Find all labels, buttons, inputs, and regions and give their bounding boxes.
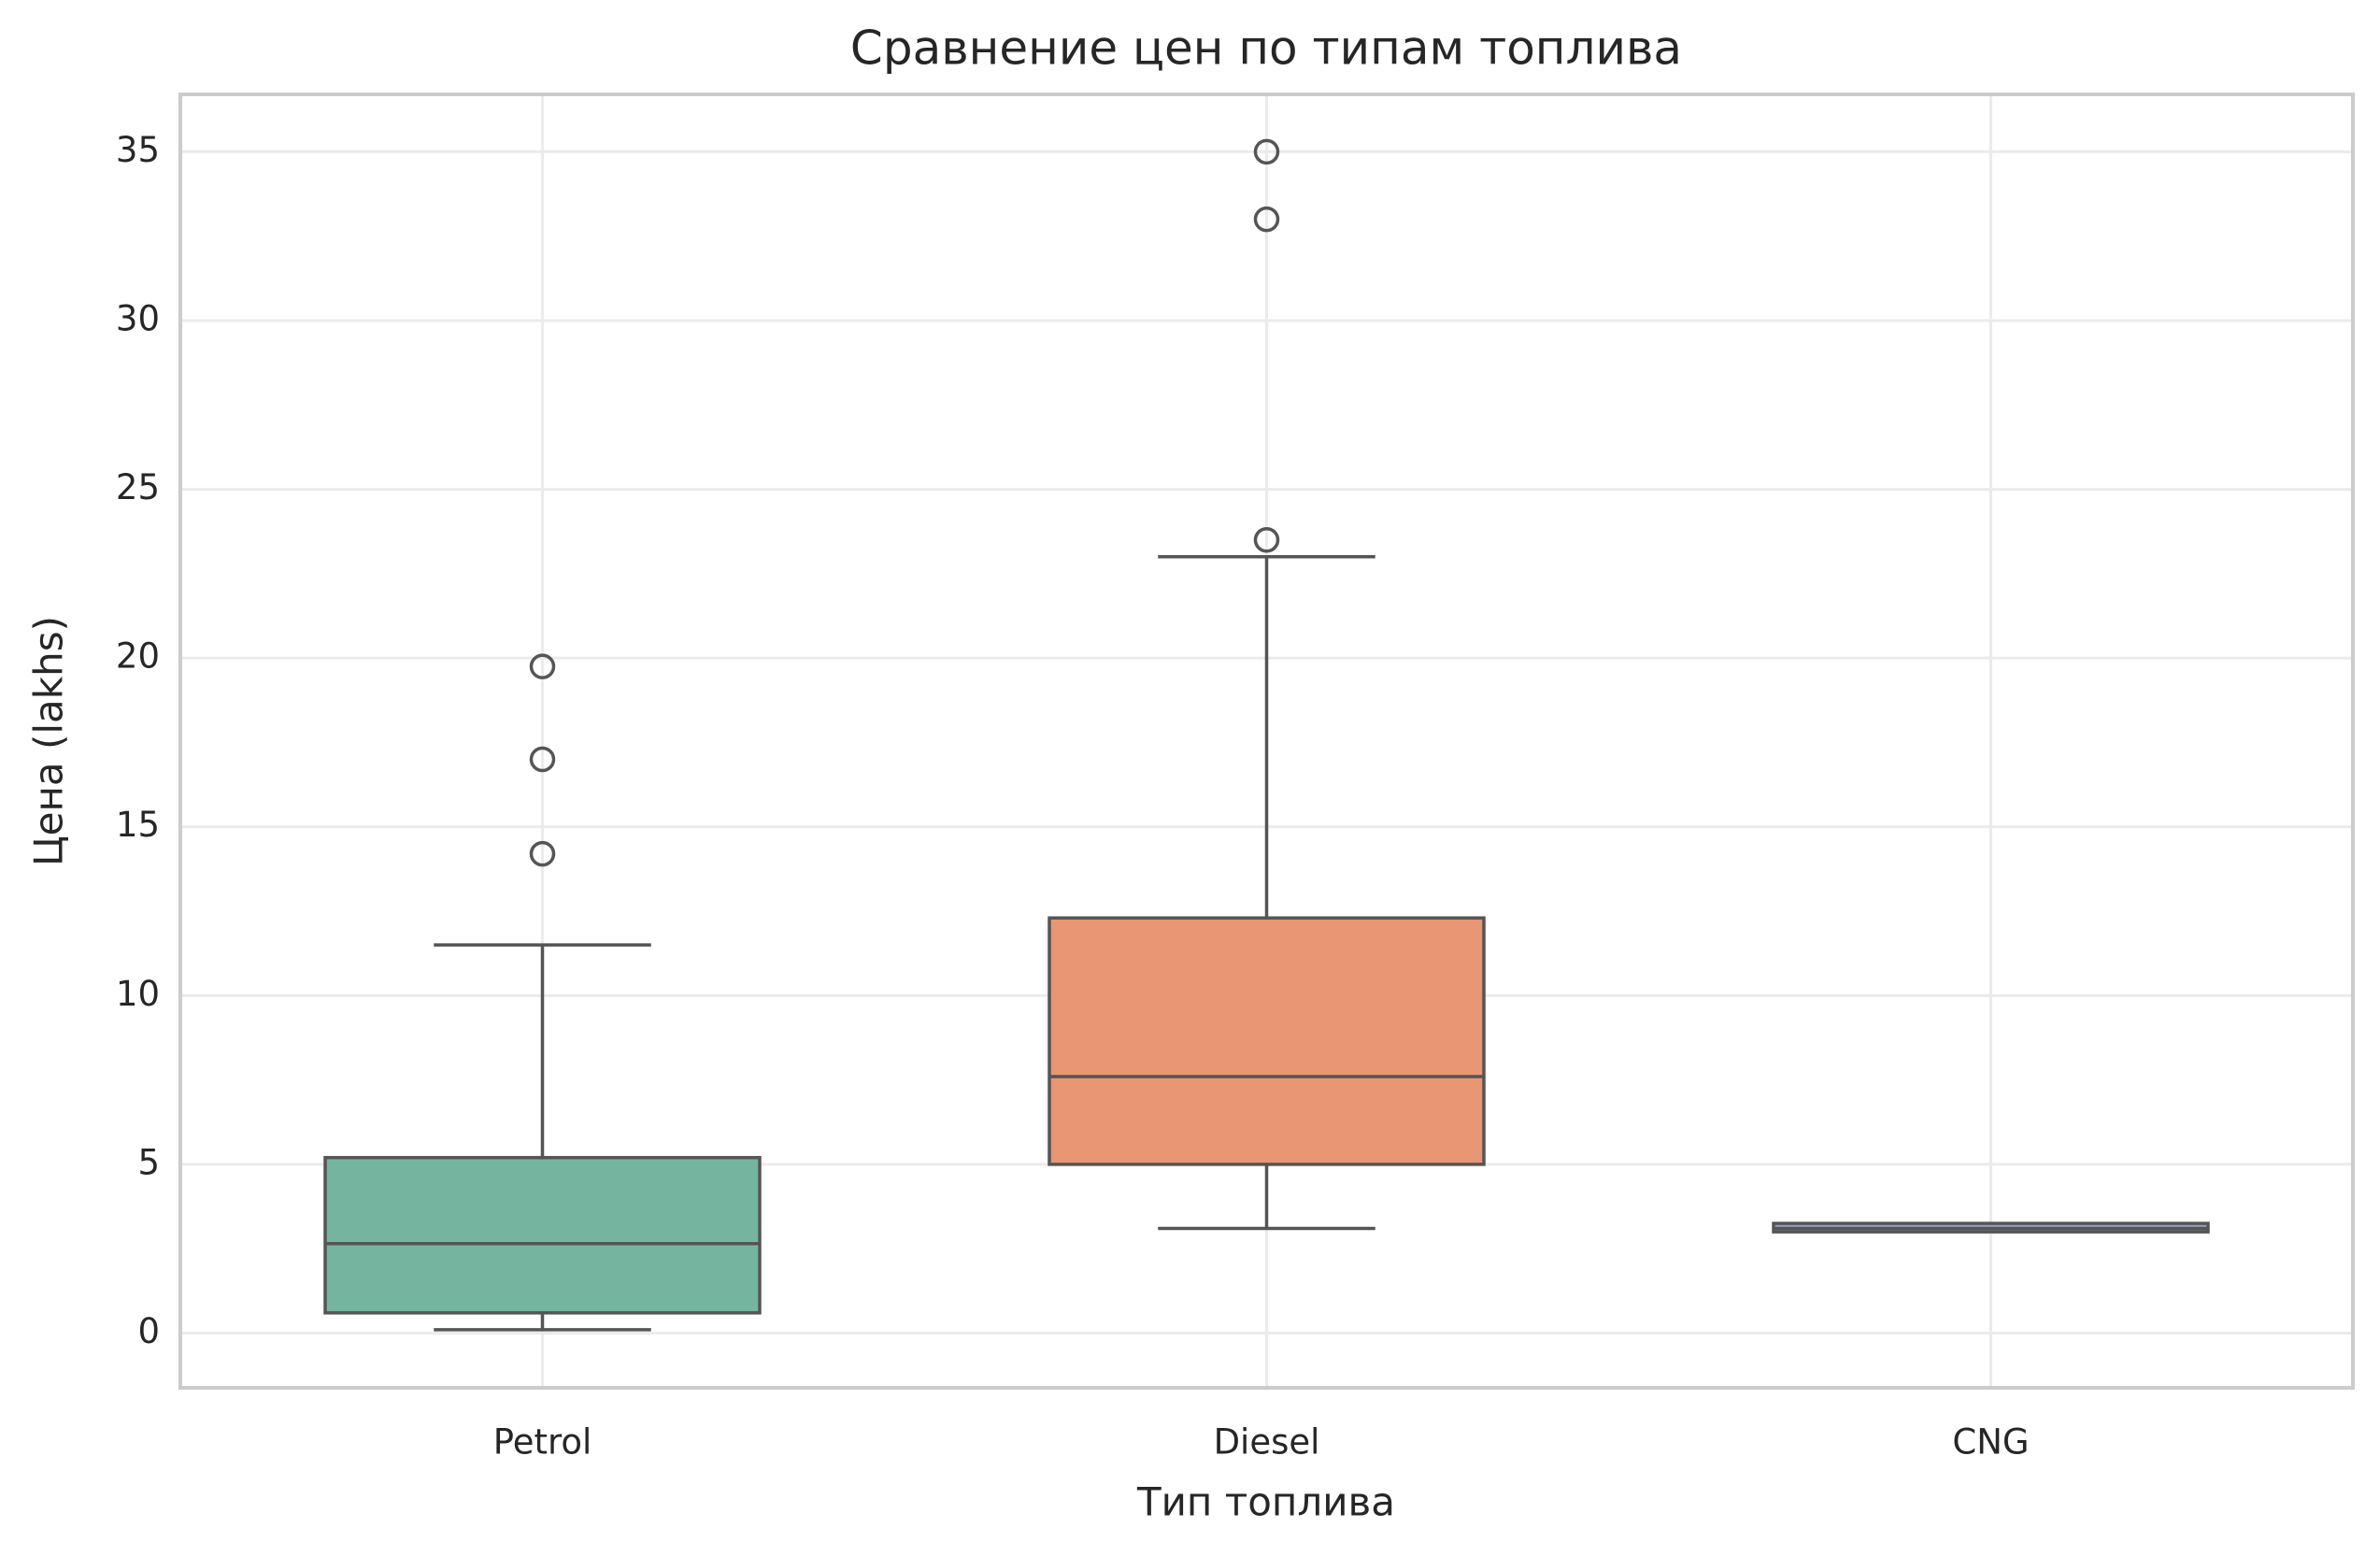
outlier <box>529 746 556 773</box>
box <box>1047 916 1486 1166</box>
x-tick-label: Petrol <box>493 1422 592 1463</box>
x-axis-label: Тип топлива <box>1136 1479 1395 1525</box>
outlier <box>1253 526 1280 553</box>
y-tick-label: 15 <box>116 805 160 845</box>
outlier <box>529 653 556 679</box>
y-tick-label: 5 <box>137 1142 160 1182</box>
y-tick-label: 30 <box>116 298 160 338</box>
plot-frame <box>178 93 2355 1390</box>
y-tick-label: 0 <box>137 1311 160 1351</box>
y-axis-label: Цена (lakhs) <box>26 616 72 866</box>
outlier <box>1253 138 1280 165</box>
outlier <box>1253 206 1280 233</box>
y-tick-label: 20 <box>116 636 160 677</box>
y-tick-label: 35 <box>116 130 160 170</box>
x-tick-label: CNG <box>1952 1422 2029 1463</box>
y-tick-label: 10 <box>116 974 160 1014</box>
chart-title: Сравнение цен по типам топлива <box>850 21 1682 76</box>
x-tick-label: Diesel <box>1214 1422 1320 1463</box>
box <box>323 1155 762 1315</box>
y-tick-label: 25 <box>116 467 160 507</box>
outlier <box>529 840 556 867</box>
